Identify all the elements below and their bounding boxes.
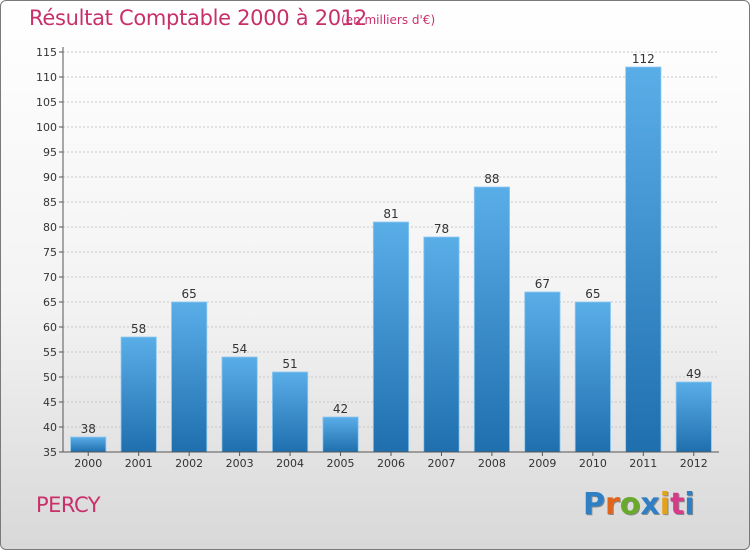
bars	[70, 66, 712, 453]
x-tick-label-2002: 2002	[175, 457, 203, 470]
bar-2010	[574, 301, 611, 453]
data-label-2012: 49	[686, 367, 701, 381]
y-tick-label: 40	[43, 421, 57, 434]
bar-2011	[625, 66, 662, 453]
data-label-2002: 65	[182, 287, 197, 301]
data-label-2008: 88	[484, 172, 499, 186]
x-tick-label-2009: 2009	[528, 457, 556, 470]
logo-letter: o	[619, 487, 641, 522]
x-tick-label-2006: 2006	[377, 457, 405, 470]
bar-2004	[272, 371, 309, 453]
bar-2000	[70, 436, 107, 453]
chart-title: Résultat Comptable 2000 à 2012	[29, 6, 367, 30]
y-tick-label: 35	[43, 446, 57, 459]
bar-2007	[423, 236, 460, 453]
data-label-2000: 38	[81, 422, 96, 436]
data-label-2004: 51	[282, 357, 297, 371]
data-labels: 38 58 65 54 51 42 81 78 88 67 65 112 49	[81, 52, 702, 436]
x-tick-label-2011: 2011	[629, 457, 657, 470]
data-label-2006: 81	[383, 207, 398, 221]
bar-2006	[372, 221, 410, 453]
proxiti-logo: Proxiti	[583, 487, 695, 522]
y-tick-label: 100	[36, 121, 57, 134]
y-tick-label: 95	[43, 146, 57, 159]
y-tick-label: 50	[43, 371, 57, 384]
bar-2001	[120, 336, 157, 453]
y-tick-label: 55	[43, 346, 57, 359]
x-tick-label-2012: 2012	[680, 457, 708, 470]
y-tick-label: 115	[36, 46, 57, 59]
data-label-2011: 112	[632, 52, 655, 66]
x-tick-label-2010: 2010	[579, 457, 607, 470]
y-tick-label: 80	[43, 221, 57, 234]
data-label-2001: 58	[131, 322, 146, 336]
y-tick-label: 70	[43, 271, 57, 284]
bar-2003	[221, 356, 258, 453]
x-tick-label-2005: 2005	[327, 457, 355, 470]
y-tick-label: 65	[43, 296, 57, 309]
bar-2005	[322, 416, 359, 453]
bar-2008	[473, 186, 510, 453]
logo-letter: x	[640, 487, 660, 522]
axes: 35 40 45 50 55 60 65 70 75 80 85 90 95 100 105 110 115 20…	[36, 46, 719, 470]
data-label-2010: 65	[585, 287, 600, 301]
y-tick-label: 105	[36, 96, 57, 109]
bar-2009	[524, 291, 561, 453]
logo-letter: t	[670, 487, 685, 522]
x-tick-label-2001: 2001	[125, 457, 153, 470]
logo-letter: r	[605, 487, 620, 522]
x-tick-label-2004: 2004	[276, 457, 304, 470]
y-tick-label: 90	[43, 171, 57, 184]
chart-subtitle: (en milliers d'€)	[341, 13, 436, 27]
bar-2012	[675, 381, 712, 453]
y-tick-label: 60	[43, 321, 57, 334]
y-tick-label: 85	[43, 196, 57, 209]
y-tick-label: 75	[43, 246, 57, 259]
data-label-2009: 67	[535, 277, 550, 291]
data-label-2007: 78	[434, 222, 449, 236]
y-tick-label: 110	[36, 71, 57, 84]
logo-letter: i	[684, 487, 695, 522]
logo-letter: P	[583, 487, 605, 522]
x-tick-label-2008: 2008	[478, 457, 506, 470]
place-name: PERCY	[36, 493, 101, 517]
x-tick-label-2007: 2007	[427, 457, 455, 470]
y-tick-label: 45	[43, 396, 57, 409]
data-label-2005: 42	[333, 402, 348, 416]
x-tick-label-2000: 2000	[74, 457, 102, 470]
data-label-2003: 54	[232, 342, 247, 356]
x-tick-label-2003: 2003	[226, 457, 254, 470]
logo-letter: i	[659, 487, 671, 522]
bar-2002	[171, 301, 208, 453]
